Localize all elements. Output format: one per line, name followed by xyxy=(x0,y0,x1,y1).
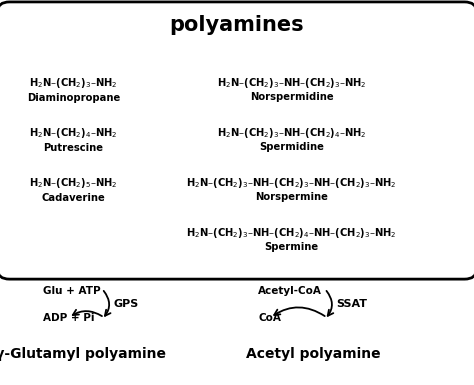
Text: γ-Glutamyl polyamine: γ-Glutamyl polyamine xyxy=(0,347,166,361)
Text: H$_2$N–(CH$_2$)$_4$–NH$_2$: H$_2$N–(CH$_2$)$_4$–NH$_2$ xyxy=(29,126,118,140)
Text: H$_2$N–(CH$_2$)$_3$–NH–(CH$_2$)$_3$–NH–(CH$_2$)$_3$–NH$_2$: H$_2$N–(CH$_2$)$_3$–NH–(CH$_2$)$_3$–NH–(… xyxy=(186,176,397,190)
Text: Glu + ATP: Glu + ATP xyxy=(43,286,100,296)
Text: Norspermine: Norspermine xyxy=(255,192,328,202)
Text: H$_2$N–(CH$_2$)$_3$–NH$_2$: H$_2$N–(CH$_2$)$_3$–NH$_2$ xyxy=(29,76,118,90)
Text: Diaminopropane: Diaminopropane xyxy=(27,93,120,103)
Text: Cadaverine: Cadaverine xyxy=(42,193,105,203)
Text: Putrescine: Putrescine xyxy=(44,143,103,153)
Text: Spermine: Spermine xyxy=(264,242,319,252)
FancyBboxPatch shape xyxy=(0,2,474,279)
Text: H$_2$N–(CH$_2$)$_5$–NH$_2$: H$_2$N–(CH$_2$)$_5$–NH$_2$ xyxy=(29,176,118,190)
Text: H$_2$N–(CH$_2$)$_3$–NH–(CH$_2$)$_3$–NH$_2$: H$_2$N–(CH$_2$)$_3$–NH–(CH$_2$)$_3$–NH$_… xyxy=(217,76,366,90)
Text: polyamines: polyamines xyxy=(170,15,304,35)
Text: Spermidine: Spermidine xyxy=(259,142,324,152)
Text: Acetyl-CoA: Acetyl-CoA xyxy=(258,286,322,296)
Text: H$_2$N–(CH$_2$)$_3$–NH–(CH$_2$)$_4$–NH$_2$: H$_2$N–(CH$_2$)$_3$–NH–(CH$_2$)$_4$–NH$_… xyxy=(217,126,366,140)
Text: Norspermidine: Norspermidine xyxy=(250,92,333,102)
Text: Acetyl polyamine: Acetyl polyamine xyxy=(246,347,380,361)
Text: CoA: CoA xyxy=(258,313,281,323)
Text: H$_2$N–(CH$_2$)$_3$–NH–(CH$_2$)$_4$–NH–(CH$_2$)$_3$–NH$_2$: H$_2$N–(CH$_2$)$_3$–NH–(CH$_2$)$_4$–NH–(… xyxy=(186,226,397,240)
Text: SSAT: SSAT xyxy=(337,299,367,309)
Text: ADP + Pi: ADP + Pi xyxy=(43,313,94,323)
Text: GPS: GPS xyxy=(114,299,139,309)
